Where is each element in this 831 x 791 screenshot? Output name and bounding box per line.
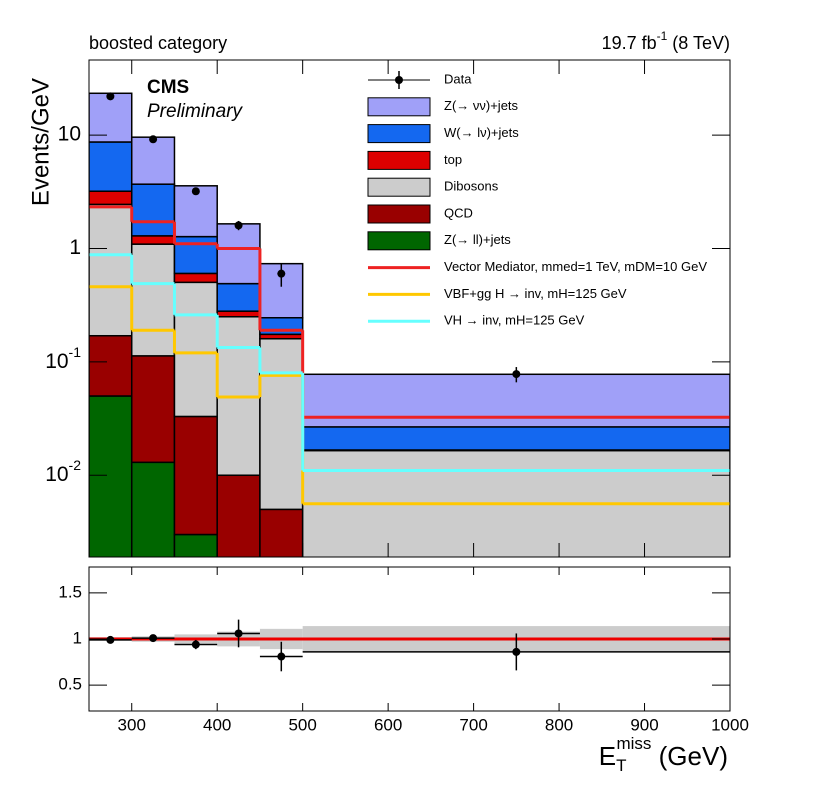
stack-bar <box>130 355 176 464</box>
y-tick-label: 10 <box>58 123 81 146</box>
main-plot <box>89 92 730 557</box>
x-tick-label: 900 <box>630 715 658 734</box>
x-label-main: E <box>599 741 616 771</box>
y-tick-base: 10 <box>45 463 68 486</box>
legend-swatch <box>367 177 431 197</box>
x-tick-label: 600 <box>374 715 402 734</box>
data-point <box>149 135 158 144</box>
stack-bar <box>173 533 218 557</box>
ratio-point <box>512 647 521 656</box>
lumi-tail: (8 TeV) <box>667 33 730 53</box>
ratio-point <box>234 629 243 638</box>
x-label-unit: (GeV) <box>651 741 728 771</box>
ratio-plot <box>89 619 730 672</box>
stack-bar <box>173 281 218 418</box>
y-tick-base: 10 <box>45 349 68 372</box>
stack-bar <box>216 282 261 312</box>
stack-bar <box>89 141 133 192</box>
stack-bar <box>89 190 133 206</box>
data-point <box>234 221 243 230</box>
stack-bar <box>259 262 304 319</box>
stack-bar <box>130 235 176 245</box>
y-tick-label: 1 <box>69 236 81 259</box>
main-frame <box>88 59 731 558</box>
x-tick-label: 500 <box>288 715 316 734</box>
x-tick-label: 1000 <box>711 715 749 734</box>
ratio-point <box>191 640 200 649</box>
data-point <box>106 92 115 101</box>
legend-label: W(→ lν)+jets <box>444 125 519 140</box>
lumi-label: 19.7 fb-1 (8 TeV) <box>602 29 730 53</box>
x-tick-label: 700 <box>459 715 487 734</box>
legend-swatch <box>395 76 403 84</box>
y-tick-label: 0.5 <box>58 675 82 694</box>
stack-bar <box>130 136 176 185</box>
legend-label: Z(→ νν)+jets <box>444 98 519 113</box>
stack-bar <box>301 449 730 557</box>
lumi-text: 19.7 fb <box>602 33 657 53</box>
stack-bar <box>130 183 176 237</box>
y-tick-exponent: -1 <box>69 344 82 360</box>
legend-label: Z(→ ll)+jets <box>444 232 511 247</box>
stack-bar <box>216 223 261 285</box>
y-tick-label: 1 <box>73 628 82 647</box>
stack-bar <box>130 243 176 357</box>
stack-bar <box>259 337 304 511</box>
data-point <box>191 187 200 196</box>
legend-label: top <box>444 152 462 167</box>
ratio-point <box>106 635 115 644</box>
x-tick-label: 800 <box>545 715 573 734</box>
legend-swatch <box>367 204 431 224</box>
data-point <box>512 370 521 379</box>
y-tick-label: 1.5 <box>58 582 82 601</box>
legend-label: Vector Mediator, mmed=1 TeV, mDM=10 GeV <box>444 259 707 274</box>
legend-label: QCD <box>444 205 473 220</box>
y-tick-exponent: -2 <box>69 457 82 473</box>
lumi-sup: -1 <box>657 29 668 43</box>
legend-swatch <box>367 124 431 144</box>
stack-bar <box>173 272 218 284</box>
legend-label: VH → inv, mH=125 GeV <box>444 313 585 328</box>
stack-bar <box>259 316 304 336</box>
status-label: Preliminary <box>147 101 244 122</box>
stack-bar <box>130 461 176 557</box>
stack-bar <box>89 334 133 397</box>
category-label: boosted category <box>89 33 227 53</box>
x-axis-label: ETmiss (GeV) <box>599 734 728 775</box>
stack-bar <box>216 474 261 557</box>
x-label-sup: miss <box>616 734 651 753</box>
stack-bar <box>216 310 261 318</box>
y-tick-label: 10-1 <box>45 344 81 373</box>
y-axis-label: Events/GeV <box>27 78 54 206</box>
stack-bar <box>173 235 218 275</box>
legend-label: Dibosons <box>444 179 499 194</box>
stack-bar <box>301 426 730 451</box>
x-tick-label: 300 <box>118 715 146 734</box>
legend-label: VBF+gg H → inv, mH=125 GeV <box>444 286 627 301</box>
legend-label: Data <box>444 71 472 86</box>
x-label-sub: T <box>616 756 626 775</box>
stack-bar <box>259 508 304 557</box>
x-tick-label: 400 <box>203 715 231 734</box>
experiment-label: CMS <box>147 77 189 98</box>
legend-swatch <box>367 231 431 251</box>
legend-swatch <box>367 150 431 170</box>
data-point <box>277 269 286 278</box>
stack-bar <box>89 203 133 337</box>
stack-bar <box>173 415 218 536</box>
stack-bar <box>89 395 133 557</box>
y-tick-label: 10-2 <box>45 457 81 486</box>
ratio-point <box>277 652 286 661</box>
overlay: CMS Preliminary ETmiss (GeV) 300 400 500 60… <box>45 59 749 775</box>
legend-swatch <box>367 97 431 117</box>
ratio-point <box>149 634 158 643</box>
